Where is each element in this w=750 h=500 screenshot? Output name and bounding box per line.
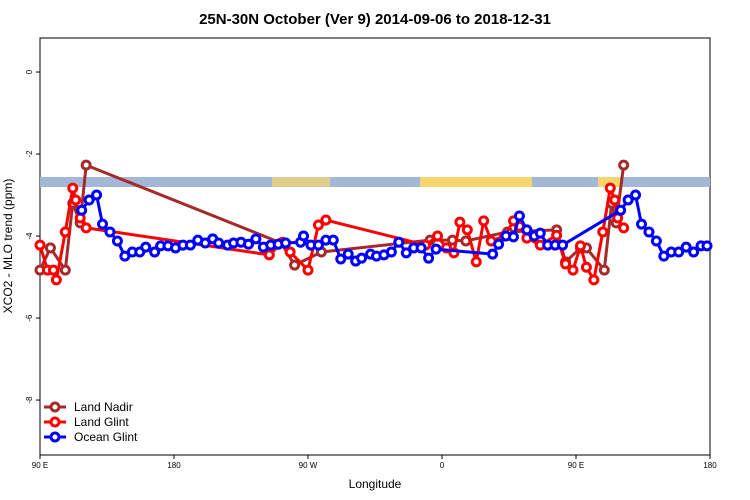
- data-point: [263, 249, 275, 261]
- data-point: [650, 235, 662, 247]
- data-point: [513, 210, 525, 222]
- data-point: [470, 256, 482, 268]
- data-point: [609, 194, 621, 206]
- data-point: [34, 239, 46, 251]
- data-point: [184, 239, 196, 251]
- y-tick-label: -6: [25, 314, 34, 322]
- data-point: [588, 274, 600, 286]
- data-point: [423, 252, 435, 264]
- data-point: [213, 237, 225, 249]
- x-tick-label: 180: [703, 461, 717, 470]
- data-point: [567, 264, 579, 276]
- data-point: [393, 236, 405, 248]
- data-point: [560, 258, 572, 270]
- data-point: [622, 194, 634, 206]
- data-point: [598, 264, 610, 276]
- data-point: [487, 248, 499, 260]
- data-point: [250, 233, 262, 245]
- data-point: [385, 246, 397, 258]
- data-point: [688, 246, 700, 258]
- data-point: [673, 246, 685, 258]
- data-point: [597, 226, 609, 238]
- data-point: [534, 227, 546, 239]
- y-tick-label: -4: [25, 232, 34, 240]
- data-point: [111, 235, 123, 247]
- data-point: [83, 194, 95, 206]
- data-point: [415, 242, 427, 254]
- data-point: [44, 242, 56, 254]
- legend-label: Ocean Glint: [74, 430, 138, 444]
- data-point: [618, 159, 630, 171]
- data-point: [59, 226, 71, 238]
- data-point: [400, 247, 412, 259]
- data-point: [335, 253, 347, 265]
- x-tick-label: 0: [440, 461, 445, 470]
- data-point: [289, 259, 301, 271]
- data-point: [320, 214, 332, 226]
- data-point: [104, 226, 116, 238]
- data-point: [280, 237, 292, 249]
- data-point: [298, 230, 310, 242]
- data-point: [630, 189, 642, 201]
- data-point: [643, 226, 655, 238]
- data-point: [70, 194, 82, 206]
- x-tick-label: 90 W: [299, 461, 318, 470]
- data-point: [312, 239, 324, 251]
- x-tick-label: 180: [167, 461, 181, 470]
- data-point: [67, 182, 79, 194]
- data-point: [454, 216, 466, 228]
- data-point: [47, 264, 59, 276]
- y-tick-label: -8: [25, 396, 34, 404]
- data-point: [701, 240, 713, 252]
- data-point: [478, 215, 490, 227]
- data-point: [636, 218, 648, 230]
- data-point: [59, 264, 71, 276]
- x-tick-label: 90 E: [32, 461, 48, 470]
- data-point: [50, 274, 62, 286]
- data-point: [91, 189, 103, 201]
- data-point: [432, 230, 444, 242]
- data-point: [461, 224, 473, 236]
- data-point: [327, 234, 339, 246]
- data-point: [302, 264, 314, 276]
- y-tick-label: 0: [25, 69, 34, 74]
- legend-swatch-point: [49, 431, 61, 443]
- data-point: [242, 238, 254, 250]
- data-point: [604, 182, 616, 194]
- data-point: [493, 238, 505, 250]
- x-tick-label: 90 E: [568, 461, 584, 470]
- data-point: [551, 229, 563, 241]
- data-point: [80, 159, 92, 171]
- data-point: [97, 218, 109, 230]
- data-point: [574, 240, 586, 252]
- data-point: [76, 204, 88, 216]
- legend-label: Land Glint: [74, 415, 129, 429]
- chart-title: 25N-30N October (Ver 9) 2014-09-06 to 20…: [199, 11, 551, 28]
- y-tick-label: -2: [25, 150, 34, 158]
- legend-swatch-point: [49, 416, 61, 428]
- x-axis-label: Longitude: [349, 477, 402, 491]
- data-point: [557, 239, 569, 251]
- data-point: [149, 246, 161, 258]
- data-point: [80, 222, 92, 234]
- data-point: [580, 261, 592, 273]
- data-point: [430, 243, 442, 255]
- y-axis-label: XCO2 - MLO trend (ppm): [1, 179, 15, 314]
- data-point: [140, 241, 152, 253]
- legend-label: Land Nadir: [74, 400, 133, 414]
- data-point: [284, 246, 296, 258]
- data-point: [312, 219, 324, 231]
- data-point: [618, 222, 630, 234]
- data-point: [342, 248, 354, 260]
- data-point: [680, 241, 692, 253]
- data-point: [615, 204, 627, 216]
- map-strip: [40, 177, 710, 187]
- data-point: [521, 224, 533, 236]
- data-point: [507, 231, 519, 243]
- legend-swatch-point: [49, 401, 61, 413]
- data-point: [356, 252, 368, 264]
